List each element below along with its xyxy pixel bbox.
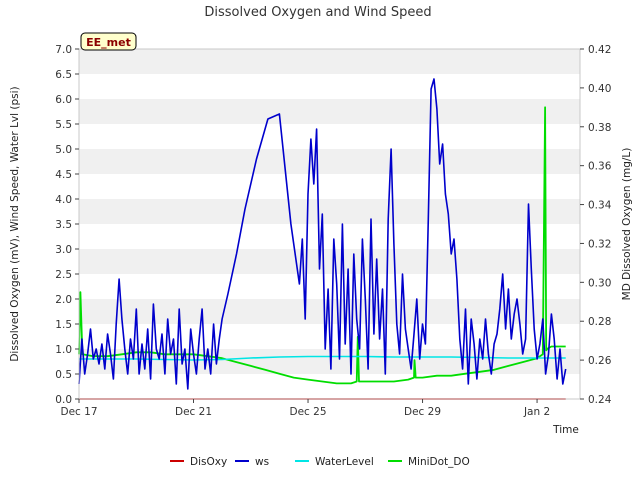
grid-band <box>79 224 580 249</box>
y-right-tick-label: 0.28 <box>588 316 611 328</box>
y-left-tick-label: 0.5 <box>55 369 72 381</box>
y-right-tick-label: 0.26 <box>588 355 612 367</box>
y-left-tick-label: 4.0 <box>55 194 72 206</box>
grid-band <box>79 199 580 224</box>
legend-label: DisOxy <box>190 456 227 468</box>
y-left-tick-label: 1.0 <box>55 344 72 356</box>
y-left-tick-label: 1.5 <box>55 319 72 331</box>
grid-band <box>79 74 580 99</box>
y-left-tick-label: 6.5 <box>55 69 72 81</box>
y-left-tick-label: 5.0 <box>55 144 72 156</box>
x-tick-label: Jan 2 <box>523 406 550 418</box>
y-left-tick-label: 3.5 <box>55 219 72 231</box>
y-left-tick-label: 2.0 <box>55 294 72 306</box>
series-line-waterlevel <box>79 355 566 361</box>
y-left-tick-label: 6.0 <box>55 94 72 106</box>
y-right-tick-label: 0.36 <box>588 161 612 173</box>
grid-band <box>79 149 580 174</box>
x-tick-label: Dec 17 <box>60 406 97 418</box>
y-left-tick-label: 7.0 <box>55 44 72 56</box>
chart-title: Dissolved Oxygen and Wind Speed <box>204 5 431 20</box>
grid-band <box>79 49 580 74</box>
grid-band <box>79 249 580 274</box>
y-right-tick-label: 0.38 <box>588 122 611 134</box>
y-left-tick-label: 3.0 <box>55 244 72 256</box>
x-axis-label: Time <box>552 424 579 436</box>
station-badge: EE_met <box>80 32 137 51</box>
y-axis-right-label: MD Dissolved Oxygen (mg/L) <box>621 148 633 301</box>
grid-band <box>79 274 580 299</box>
y-right-tick-label: 0.40 <box>588 83 611 95</box>
y-left-tick-label: 0.0 <box>55 394 72 406</box>
y-axis-left-label: Dissolved Oxygen (mV), Wind Speed, Water… <box>9 86 21 361</box>
legend-label: ws <box>255 456 269 468</box>
y-right-tick-label: 0.30 <box>588 277 611 289</box>
y-left-tick-label: 5.5 <box>55 119 72 131</box>
y-axis-right: 0.24 0.26 0.28 0.30 0.32 0.34 0.36 0.38 0.40 0.42 <box>580 44 612 406</box>
y-left-tick-label: 2.5 <box>55 269 72 281</box>
x-tick-label: Dec 29 <box>404 406 441 418</box>
legend: DisOxy ws WaterLevel MiniDot_DO <box>170 456 470 468</box>
series-line-ws <box>78 78 567 390</box>
grid-band <box>79 374 580 399</box>
y-right-tick-label: 0.24 <box>588 394 612 406</box>
x-tick-label: Dec 21 <box>175 406 212 418</box>
x-tick-label: Dec 25 <box>290 406 327 418</box>
y-right-tick-label: 0.34 <box>588 200 612 212</box>
y-right-tick-label: 0.42 <box>588 44 611 56</box>
grid-band <box>79 124 580 149</box>
legend-label: MiniDot_DO <box>408 456 470 468</box>
y-axis-left: 0.0 0.5 1.0 1.5 2.0 2.5 3.0 3.5 4.0 4.5 5.0 5.5 6.0 6… <box>55 44 79 406</box>
grid-band <box>79 174 580 199</box>
background-bands <box>79 49 580 399</box>
grid-band <box>79 99 580 124</box>
y-right-tick-label: 0.32 <box>588 238 611 250</box>
series-line-minidot-do <box>78 106 566 385</box>
y-left-tick-label: 4.5 <box>55 169 72 181</box>
x-axis: Dec 17 Dec 21 Dec 25 Dec 29 Jan 2 <box>60 399 550 418</box>
legend-label: WaterLevel <box>315 456 374 468</box>
station-badge-label: EE_met <box>86 36 131 49</box>
